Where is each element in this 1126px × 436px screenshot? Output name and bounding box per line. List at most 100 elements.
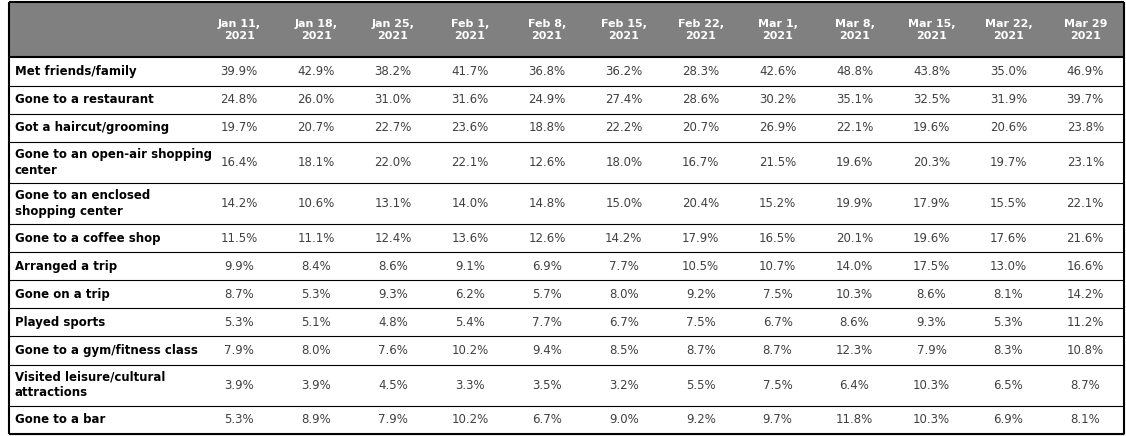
Text: 19.6%: 19.6% bbox=[913, 232, 950, 245]
Text: 5.3%: 5.3% bbox=[224, 413, 254, 426]
Text: 13.1%: 13.1% bbox=[375, 197, 412, 210]
Text: 14.2%: 14.2% bbox=[605, 232, 643, 245]
Text: 8.7%: 8.7% bbox=[762, 344, 793, 357]
Text: 9.4%: 9.4% bbox=[531, 344, 562, 357]
Text: 8.0%: 8.0% bbox=[302, 344, 331, 357]
Text: 6.4%: 6.4% bbox=[840, 378, 869, 392]
Text: 9.7%: 9.7% bbox=[762, 413, 793, 426]
Text: 9.2%: 9.2% bbox=[686, 413, 716, 426]
Text: 3.5%: 3.5% bbox=[533, 378, 562, 392]
Text: 20.1%: 20.1% bbox=[835, 232, 873, 245]
Text: 14.0%: 14.0% bbox=[452, 197, 489, 210]
Bar bbox=[9, 183, 1124, 224]
Bar bbox=[9, 252, 1124, 280]
Text: Gone to an enclosed
shopping center: Gone to an enclosed shopping center bbox=[15, 189, 150, 218]
Text: 10.6%: 10.6% bbox=[297, 197, 334, 210]
Text: 38.2%: 38.2% bbox=[375, 65, 412, 78]
Text: 19.9%: 19.9% bbox=[835, 197, 874, 210]
Text: 8.7%: 8.7% bbox=[224, 288, 254, 301]
Bar bbox=[9, 406, 1124, 434]
Text: 31.0%: 31.0% bbox=[375, 93, 412, 106]
Text: 11.5%: 11.5% bbox=[221, 232, 258, 245]
Bar bbox=[9, 2, 1124, 58]
Text: 19.6%: 19.6% bbox=[835, 156, 874, 169]
Text: Jan 11,
2021: Jan 11, 2021 bbox=[217, 19, 261, 41]
Text: Gone to a gym/fitness class: Gone to a gym/fitness class bbox=[15, 344, 197, 357]
Text: 26.9%: 26.9% bbox=[759, 121, 796, 134]
Text: 6.2%: 6.2% bbox=[455, 288, 485, 301]
Text: 10.2%: 10.2% bbox=[452, 344, 489, 357]
Text: 24.9%: 24.9% bbox=[528, 93, 565, 106]
Text: 7.9%: 7.9% bbox=[378, 413, 408, 426]
Text: 10.3%: 10.3% bbox=[835, 288, 873, 301]
Text: 8.0%: 8.0% bbox=[609, 288, 638, 301]
Text: Visited leisure/cultural
attractions: Visited leisure/cultural attractions bbox=[15, 371, 166, 399]
Text: 12.3%: 12.3% bbox=[835, 344, 873, 357]
Text: 8.5%: 8.5% bbox=[609, 344, 638, 357]
Text: 7.9%: 7.9% bbox=[917, 344, 946, 357]
Text: 39.7%: 39.7% bbox=[1066, 93, 1103, 106]
Text: 10.7%: 10.7% bbox=[759, 260, 796, 273]
Text: Gone to a coffee shop: Gone to a coffee shop bbox=[15, 232, 160, 245]
Text: 21.5%: 21.5% bbox=[759, 156, 796, 169]
Text: 12.6%: 12.6% bbox=[528, 232, 565, 245]
Text: 3.3%: 3.3% bbox=[455, 378, 485, 392]
Text: 22.1%: 22.1% bbox=[1066, 197, 1103, 210]
Text: 9.3%: 9.3% bbox=[917, 316, 946, 329]
Bar bbox=[9, 142, 1124, 183]
Text: 16.5%: 16.5% bbox=[759, 232, 796, 245]
Text: 16.7%: 16.7% bbox=[682, 156, 720, 169]
Bar bbox=[9, 58, 1124, 85]
Text: 10.3%: 10.3% bbox=[913, 378, 950, 392]
Text: 43.8%: 43.8% bbox=[913, 65, 950, 78]
Text: 7.5%: 7.5% bbox=[762, 378, 793, 392]
Text: 6.5%: 6.5% bbox=[993, 378, 1024, 392]
Text: 36.8%: 36.8% bbox=[528, 65, 565, 78]
Text: 8.6%: 8.6% bbox=[917, 288, 946, 301]
Text: 9.0%: 9.0% bbox=[609, 413, 638, 426]
Text: 6.7%: 6.7% bbox=[531, 413, 562, 426]
Text: 23.1%: 23.1% bbox=[1066, 156, 1103, 169]
Text: 17.6%: 17.6% bbox=[990, 232, 1027, 245]
Text: Feb 8,
2021: Feb 8, 2021 bbox=[528, 19, 566, 41]
Text: Mar 1,
2021: Mar 1, 2021 bbox=[758, 19, 797, 41]
Text: Feb 15,
2021: Feb 15, 2021 bbox=[601, 19, 646, 41]
Text: 30.2%: 30.2% bbox=[759, 93, 796, 106]
Text: 28.6%: 28.6% bbox=[682, 93, 720, 106]
Text: 23.8%: 23.8% bbox=[1066, 121, 1103, 134]
Text: 9.9%: 9.9% bbox=[224, 260, 254, 273]
Text: Got a haircut/grooming: Got a haircut/grooming bbox=[15, 121, 169, 134]
Text: 12.4%: 12.4% bbox=[374, 232, 412, 245]
Text: 3.2%: 3.2% bbox=[609, 378, 638, 392]
Text: 46.9%: 46.9% bbox=[1066, 65, 1103, 78]
Text: 18.0%: 18.0% bbox=[605, 156, 642, 169]
Text: 6.7%: 6.7% bbox=[609, 316, 638, 329]
Text: 7.6%: 7.6% bbox=[378, 344, 408, 357]
Text: 10.3%: 10.3% bbox=[913, 413, 950, 426]
Text: 24.8%: 24.8% bbox=[221, 93, 258, 106]
Text: 9.1%: 9.1% bbox=[455, 260, 485, 273]
Text: 9.2%: 9.2% bbox=[686, 288, 716, 301]
Text: 31.6%: 31.6% bbox=[452, 93, 489, 106]
Text: 14.2%: 14.2% bbox=[221, 197, 258, 210]
Text: 31.9%: 31.9% bbox=[990, 93, 1027, 106]
Text: Mar 22,
2021: Mar 22, 2021 bbox=[984, 19, 1033, 41]
Bar bbox=[9, 280, 1124, 308]
Text: 11.8%: 11.8% bbox=[835, 413, 873, 426]
Bar bbox=[9, 114, 1124, 142]
Text: 6.7%: 6.7% bbox=[762, 316, 793, 329]
Text: 21.6%: 21.6% bbox=[1066, 232, 1103, 245]
Text: 6.9%: 6.9% bbox=[993, 413, 1024, 426]
Text: 42.6%: 42.6% bbox=[759, 65, 796, 78]
Text: 8.6%: 8.6% bbox=[840, 316, 869, 329]
Text: 8.4%: 8.4% bbox=[302, 260, 331, 273]
Text: 19.7%: 19.7% bbox=[990, 156, 1027, 169]
Text: Mar 29
2021: Mar 29 2021 bbox=[1064, 19, 1107, 41]
Text: 22.1%: 22.1% bbox=[452, 156, 489, 169]
Text: 3.9%: 3.9% bbox=[302, 378, 331, 392]
Text: 48.8%: 48.8% bbox=[835, 65, 873, 78]
Text: 10.2%: 10.2% bbox=[452, 413, 489, 426]
Text: 8.9%: 8.9% bbox=[302, 413, 331, 426]
Text: 19.6%: 19.6% bbox=[913, 121, 950, 134]
Text: 42.9%: 42.9% bbox=[297, 65, 334, 78]
